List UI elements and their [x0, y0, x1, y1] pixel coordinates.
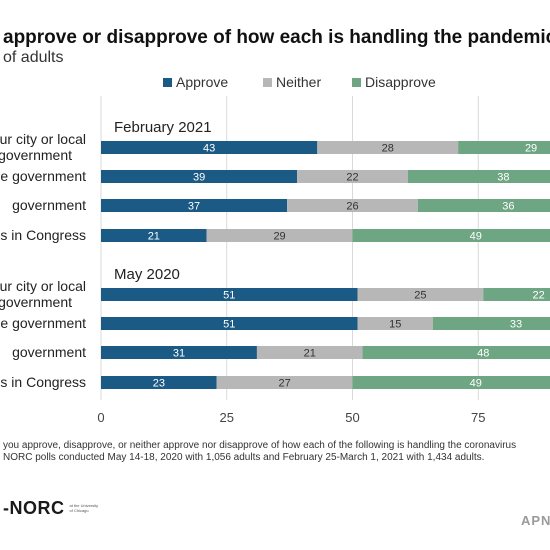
bar-segment-neither [357, 288, 484, 301]
category-label: e government [0, 168, 86, 184]
data-label: 49 [470, 231, 482, 243]
data-label: 15 [389, 319, 401, 331]
data-label: 23 [153, 378, 165, 390]
group-label: May 2020 [114, 266, 180, 283]
bar-segment-neither [297, 170, 408, 183]
bar-segment-disapprove [483, 288, 550, 301]
data-label: 51 [223, 319, 235, 331]
data-label: 37 [188, 201, 200, 213]
data-label: 29 [273, 231, 285, 243]
legend-swatch [163, 78, 172, 87]
category-label: s in Congress [0, 227, 86, 243]
category-label: e government [0, 315, 86, 331]
chart-footnote: you approve, disapprove, or neither appr… [3, 440, 548, 464]
data-label: 28 [382, 143, 394, 155]
bar-segment-approve [101, 376, 217, 389]
legend-swatch [263, 78, 272, 87]
data-label: 26 [346, 201, 358, 213]
x-tick-label: 0 [97, 410, 104, 425]
data-label: 22 [346, 172, 358, 184]
category-label: government [0, 294, 72, 310]
bar-segment-neither [287, 199, 418, 212]
bar-segment-approve [101, 141, 318, 154]
bar-segment-approve [101, 317, 358, 330]
data-label: 21 [304, 348, 316, 360]
category-label: government [0, 147, 72, 163]
x-tick-label: 50 [345, 410, 359, 425]
logo-text: -NORC [3, 497, 65, 518]
bar-segment-disapprove [432, 317, 550, 330]
bar-segment-approve [101, 288, 358, 301]
bar-segment-approve [101, 229, 207, 242]
x-tick-label: 25 [220, 410, 234, 425]
data-label: 48 [477, 348, 489, 360]
brand-mark: APN [521, 513, 550, 528]
data-label: 21 [148, 231, 160, 243]
bar-segment-neither [317, 141, 459, 154]
bar-segment-disapprove [458, 141, 550, 154]
bar-segment-disapprove [352, 376, 550, 389]
chart-subtitle: of adults [3, 49, 64, 66]
data-label: 27 [278, 378, 290, 390]
category-label: our city or local [0, 278, 86, 294]
data-label: 22 [532, 290, 544, 302]
category-label: our city or local [0, 131, 86, 147]
data-label: 31 [173, 348, 185, 360]
bar-segment-neither [256, 346, 363, 359]
chart-title: approve or disapprove of how each is han… [3, 27, 550, 48]
data-label: 33 [510, 319, 522, 331]
legend-label: Disapprove [365, 74, 436, 90]
group-label: February 2021 [114, 119, 212, 136]
bar-segment-disapprove [362, 346, 550, 359]
footnote-methodology: NORC polls conducted May 14-18, 2020 wit… [3, 452, 485, 463]
data-label: 25 [414, 290, 426, 302]
legend-swatch [352, 78, 361, 87]
data-label: 39 [193, 172, 205, 184]
footnote-question: you approve, disapprove, or neither appr… [3, 440, 517, 451]
data-label: 38 [497, 172, 509, 184]
x-tick-label: 75 [471, 410, 485, 425]
bar-segment-approve [101, 170, 298, 183]
legend-label: Approve [176, 74, 228, 90]
bar-segment-neither [216, 376, 353, 389]
category-label: s in Congress [0, 374, 86, 390]
bar-segment-disapprove [352, 229, 550, 242]
data-label: 36 [502, 201, 514, 213]
bar-segment-neither [206, 229, 353, 242]
legend-label: Neither [276, 74, 321, 90]
logo-subtext: at the University of Chicago [69, 503, 99, 513]
norc-logo: -NORC at the University of Chicago [3, 496, 100, 520]
category-label: government [12, 197, 86, 213]
data-label: 29 [525, 143, 537, 155]
bar-segment-disapprove [407, 170, 550, 183]
bar-segment-neither [357, 317, 433, 330]
bar-segment-disapprove [417, 199, 550, 212]
bar-segment-approve [101, 346, 257, 359]
data-label: 51 [223, 290, 235, 302]
data-label: 43 [203, 143, 215, 155]
data-label: 49 [470, 378, 482, 390]
category-label: government [12, 344, 86, 360]
stacked-bar-chart: 0 25 50 75 Approve Neither Disapprove February … [0, 74, 550, 425]
bar-segment-approve [101, 199, 288, 212]
